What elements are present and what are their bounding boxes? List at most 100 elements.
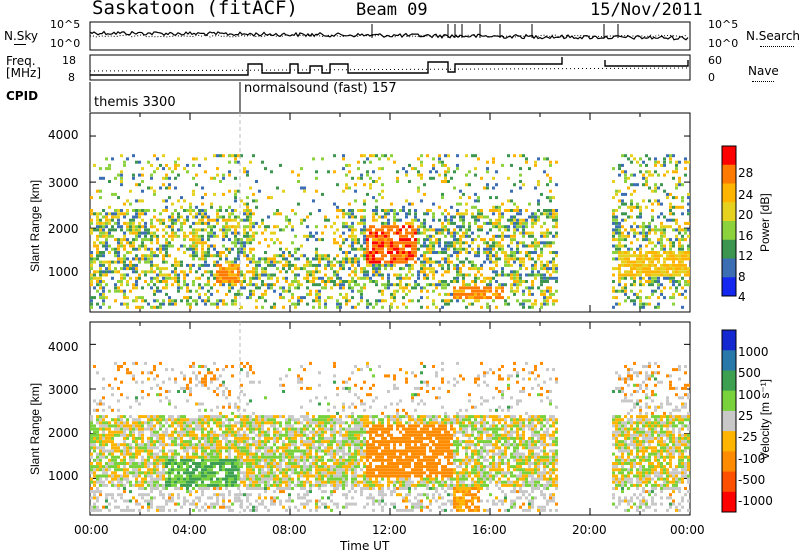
power-cell	[402, 267, 405, 271]
power-cell	[537, 218, 540, 222]
power-cell	[174, 218, 177, 222]
power-cell	[615, 238, 618, 242]
power-cell	[546, 299, 549, 303]
velocity-cell	[180, 474, 183, 478]
power-cell	[441, 273, 444, 277]
power-cell	[360, 254, 363, 258]
velocity-cell	[138, 436, 141, 440]
power-cell	[120, 260, 123, 264]
power-cell	[171, 263, 174, 267]
power-cell	[342, 283, 345, 287]
velocity-cell	[186, 490, 189, 494]
velocity-cell	[168, 443, 171, 447]
power-cell	[108, 244, 111, 248]
power-cell	[390, 238, 393, 242]
velocity-cell	[225, 483, 228, 487]
power-cell	[114, 238, 117, 242]
velocity-cell	[231, 440, 234, 444]
power-cell	[174, 231, 177, 235]
velocity-cell	[198, 415, 201, 419]
power-cell	[189, 212, 192, 216]
power-cell	[522, 299, 525, 303]
power-cell	[186, 215, 189, 219]
velocity-cell	[96, 371, 99, 375]
velocity-cell	[150, 468, 153, 472]
power-cell	[537, 215, 540, 219]
power-cell	[171, 202, 174, 206]
power-cell	[528, 167, 531, 171]
power-cell	[687, 267, 690, 271]
power-cell	[195, 254, 198, 258]
power-cell	[456, 289, 459, 293]
velocity-cell	[249, 368, 252, 372]
velocity-cell	[228, 446, 231, 450]
power-cell	[621, 251, 624, 254]
power-cell	[225, 234, 228, 238]
velocity-cell	[207, 487, 210, 490]
power-cell	[234, 234, 237, 238]
power-cell	[240, 273, 243, 277]
velocity-cell	[204, 468, 207, 472]
velocity-cell	[237, 415, 240, 419]
power-cell	[663, 267, 666, 271]
power-cell	[675, 218, 678, 222]
power-cell	[360, 221, 363, 225]
power-cell	[456, 251, 459, 254]
power-cell	[168, 186, 171, 190]
power-cell	[432, 267, 435, 271]
power-cell	[267, 196, 270, 200]
power-cell	[462, 283, 465, 287]
power-cell	[150, 221, 153, 225]
power-cell	[663, 244, 666, 248]
velocity-cell	[156, 440, 159, 444]
power-cell	[612, 289, 615, 293]
power-cell	[408, 231, 411, 235]
power-cell	[624, 176, 627, 180]
power-cell	[489, 260, 492, 264]
power-cell	[393, 215, 396, 219]
power-cell	[168, 167, 171, 171]
velocity-cell	[240, 421, 243, 425]
power-cell	[465, 231, 468, 235]
power-cell	[174, 276, 177, 280]
power-cell	[174, 176, 177, 180]
nsky-legend-line	[14, 44, 26, 45]
velocity-cell	[216, 393, 219, 397]
power-cell	[624, 218, 627, 222]
power-cell	[612, 305, 615, 309]
power-cell	[480, 209, 483, 212]
power-cell	[678, 292, 681, 296]
power-cell	[105, 221, 108, 225]
power-cell	[387, 231, 390, 235]
velocity-cell	[234, 468, 237, 472]
velocity-cell	[90, 424, 93, 428]
velocity-cell	[261, 487, 264, 490]
power-cell	[363, 228, 366, 232]
power-cell	[255, 286, 258, 290]
power-cell	[522, 305, 525, 309]
velocity-cell	[249, 462, 252, 465]
power-cell	[174, 267, 177, 271]
velocity-cell	[132, 440, 135, 444]
power-cell	[288, 283, 291, 287]
power-cell	[510, 263, 513, 267]
power-cell	[639, 215, 642, 219]
power-cell	[117, 257, 120, 261]
power-cell	[675, 183, 678, 187]
velocity-cell	[141, 396, 144, 400]
velocity-cell	[177, 436, 180, 440]
velocity-cell	[90, 480, 93, 484]
power-cell	[615, 251, 618, 254]
power-cell	[687, 254, 690, 258]
power-cell	[516, 247, 519, 251]
power-cell	[420, 176, 423, 180]
power-cell	[648, 276, 651, 280]
power-cell	[282, 296, 285, 300]
power-cell	[522, 241, 525, 245]
velocity-cell	[177, 443, 180, 447]
power-cell	[387, 283, 390, 287]
power-cell	[372, 305, 375, 309]
power-cell	[462, 263, 465, 267]
power-cell	[231, 209, 234, 212]
velocity-cell	[252, 468, 255, 472]
